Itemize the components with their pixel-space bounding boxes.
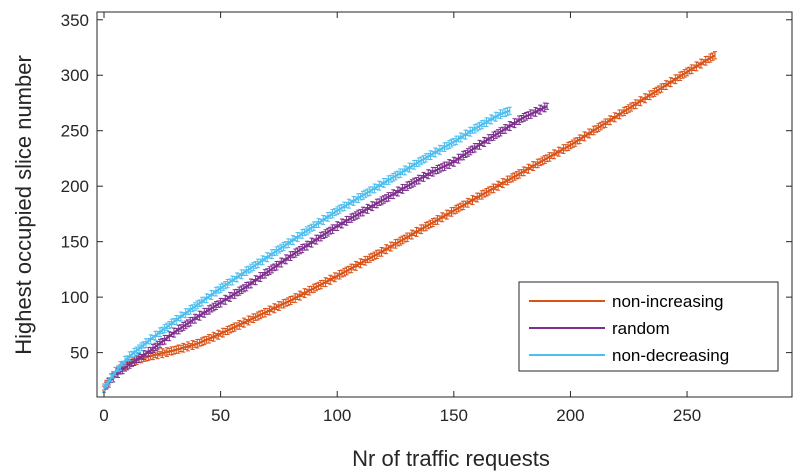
y-tick-label: 100 (61, 288, 89, 307)
legend: non-increasing random non-decreasing (518, 281, 779, 372)
legend-label: random (612, 319, 670, 338)
y-tick-label: 200 (61, 177, 89, 196)
ticks-layer: 0 50 100 150 200 250 50 100 150 200 250 300 350 (61, 11, 792, 425)
x-tick-label: 0 (99, 406, 108, 425)
y-tick-label: 150 (61, 233, 89, 252)
series-line (103, 109, 511, 389)
y-axis-label: Highest occupied slice number (11, 55, 36, 355)
x-tick-label: 50 (211, 406, 230, 425)
legend-box (518, 281, 779, 372)
y-tick-label: 350 (61, 11, 89, 30)
legend-label: non-decreasing (612, 346, 729, 365)
x-tick-label: 250 (673, 406, 701, 425)
series-non-decreasing (101, 106, 512, 393)
x-tick-label: 150 (440, 406, 468, 425)
series-line (103, 105, 548, 389)
series-layer (101, 51, 718, 393)
y-tick-label: 250 (61, 122, 89, 141)
x-axis-label: Nr of traffic requests (352, 446, 550, 471)
y-tick-label: 50 (70, 344, 89, 363)
y-tick-label: 300 (61, 66, 89, 85)
x-tick-label: 100 (323, 406, 351, 425)
x-tick-label: 200 (556, 406, 584, 425)
legend-label: non-increasing (612, 292, 724, 311)
series-random (101, 102, 550, 393)
series-line (103, 54, 716, 389)
